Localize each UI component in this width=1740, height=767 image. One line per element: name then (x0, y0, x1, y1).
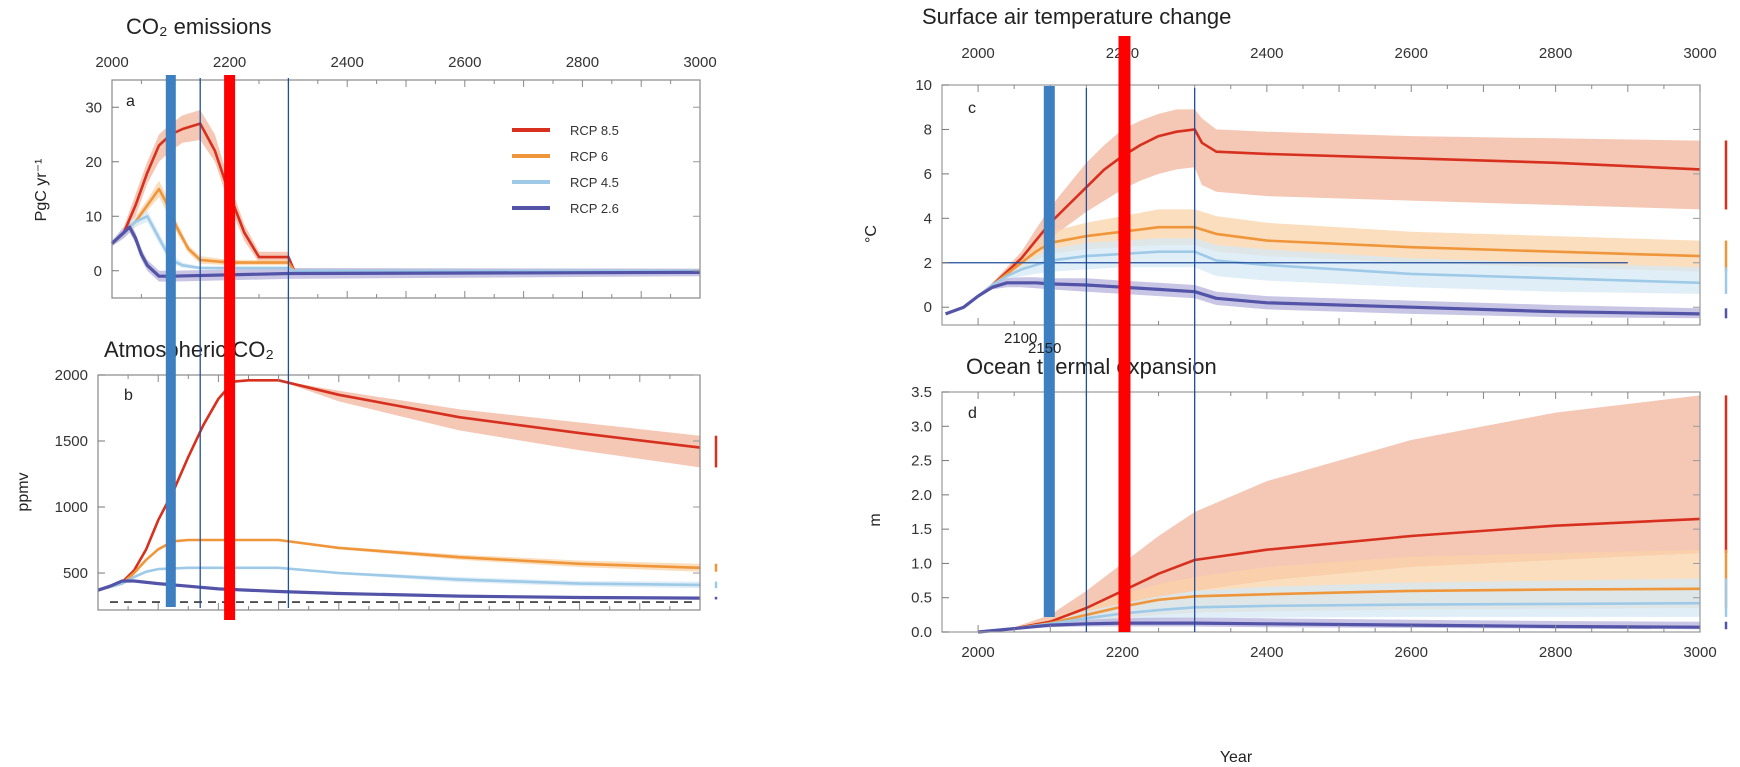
panel-d-xlabel: Year (1220, 749, 1253, 766)
panel-d-lines (977, 517, 1701, 634)
panel-c-ytick-label: 0 (924, 299, 932, 316)
panel-b-line-rcp85 (97, 379, 701, 592)
xtick-label-2000: 2000 (961, 644, 994, 661)
panel-d-ytick-label: 3.5 (911, 384, 932, 401)
xtick-label-2000: 2000 (961, 45, 994, 62)
panel-c-ytick-label: 10 (915, 77, 932, 94)
panel-b-ytick-label: 500 (63, 565, 88, 582)
panel-b-ytick-label: 1000 (55, 499, 88, 516)
panel-a-ytick-label: 10 (85, 208, 102, 225)
panel-d-ylabel: m (867, 513, 884, 526)
xtick-label-3000: 3000 (1683, 45, 1716, 62)
panel-c-label: c (968, 100, 976, 117)
panel-b-ylabel: ppmv (15, 472, 32, 511)
panel-d-ocean-expansion: Ocean thermal expansion 0.0 0.5 1.0 1.5 2.0 2… (867, 354, 1728, 766)
panel-c-temperature: Surface air temperature change 0 2 4 6 8 10 20… (863, 4, 1728, 326)
panel-a-ticks: 0 10 20 30 2000 2200 2400 2600 2800 3000 (85, 54, 717, 298)
legend-label-rcp45: RCP 4.5 (570, 175, 619, 190)
panel-b-line-rcp45 (97, 566, 701, 592)
panel-d-title: Ocean thermal expansion (966, 354, 1217, 379)
panel-a-ytick-label: 20 (85, 154, 102, 171)
xtick-label-2600: 2600 (1395, 45, 1428, 62)
panel-c-ytick-label: 6 (924, 166, 932, 183)
xtick-label-2800: 2800 (1539, 644, 1572, 661)
xtick-label-2400: 2400 (331, 54, 364, 71)
panel-c-title: Surface air temperature change (922, 4, 1231, 29)
panel-c-ytick-label: 8 (924, 121, 932, 138)
marker-2100-right (1043, 86, 1055, 617)
panel-c-ytick-label: 4 (924, 210, 932, 227)
panel-b-atmospheric-co2: Atmospheric CO₂ 500 1000 1500 2000 b ppmv (15, 337, 718, 611)
panel-d-label: d (968, 405, 977, 422)
panel-d-ytick-label: 2.5 (911, 453, 932, 470)
year-markers: 2100 2150 (165, 36, 1196, 632)
panel-d-ytick-label: 1.0 (911, 555, 932, 572)
panel-b-band-rcp45 (98, 567, 700, 591)
annotation-2150: 2150 (1028, 340, 1061, 357)
xtick-label-2000: 2000 (95, 54, 128, 71)
panel-a-line-rcp85 (111, 122, 700, 273)
panel-c-band-rcp6 (945, 209, 1700, 314)
panel-b-label: b (124, 387, 133, 404)
xtick-label-2200: 2200 (1106, 644, 1139, 661)
panel-b-ytick-label: 2000 (55, 367, 88, 384)
panel-a-title: CO₂ emissions (126, 14, 271, 39)
panel-d-ytick-label: 1.5 (911, 521, 932, 538)
panel-d-frame (941, 391, 1701, 633)
panel-d-line-rcp26 (977, 621, 1701, 634)
panel-a-label: a (126, 93, 135, 110)
panel-c-ylabel: °C (863, 225, 880, 243)
annotation-2100: 2100 (1004, 330, 1037, 347)
panel-a-emissions: CO₂ emissions 0 10 20 30 2000 2200 2400 2600 280… (33, 14, 717, 299)
xtick-label-2400: 2400 (1250, 45, 1283, 62)
marker-2100-left (165, 75, 176, 607)
panel-b-line-rcp6 (97, 538, 701, 592)
panel-b-ticks: 500 1000 1500 2000 (55, 367, 701, 610)
panel-c-band-rcp45 (945, 238, 1700, 314)
xtick-label-2800: 2800 (566, 54, 599, 71)
legend-label-rcp85: RCP 8.5 (570, 123, 619, 138)
legend-entry-rcp85: RCP 8.5 (512, 123, 619, 138)
panel-d-ytick-label: 0.5 (911, 590, 932, 607)
legend-entry-rcp26: RCP 2.6 (512, 201, 619, 216)
legend-label-rcp6: RCP 6 (570, 149, 608, 164)
legend-entry-rcp6: RCP 6 (512, 149, 608, 164)
panel-b-line-rcp26 (97, 579, 701, 600)
panel-d-ytick-label: 3.0 (911, 418, 932, 435)
panel-a-ytick-label: 30 (85, 99, 102, 116)
panel-d-ytick-label: 2.0 (911, 487, 932, 504)
xtick-label-2600: 2600 (1395, 644, 1428, 661)
panel-d-ytick-label: 0.0 (911, 624, 932, 641)
legend: RCP 8.5 RCP 6 RCP 4.5 RCP 2.6 (512, 123, 619, 216)
panel-c-frame (941, 84, 1701, 326)
xtick-label-3000: 3000 (1683, 644, 1716, 661)
panel-a-ytick-label: 0 (94, 263, 102, 280)
xtick-label-2200: 2200 (213, 54, 246, 71)
xtick-label-2800: 2800 (1539, 45, 1572, 62)
panel-b-lines (97, 379, 701, 600)
legend-label-rcp26: RCP 2.6 (570, 201, 619, 216)
panel-b-title: Atmospheric CO₂ (104, 337, 274, 362)
panel-d-ticks: 0.0 0.5 1.0 1.5 2.0 2.5 3.0 3.5 2000 2200 2400 2600… (911, 384, 1717, 661)
xtick-label-2400: 2400 (1250, 644, 1283, 661)
panel-b-ytick-label: 1500 (55, 433, 88, 450)
marker-2200-right (1118, 36, 1131, 632)
legend-entry-rcp45: RCP 4.5 (512, 175, 619, 190)
panel-c-ytick-label: 2 (924, 255, 932, 272)
xtick-label-3000: 3000 (683, 54, 716, 71)
marker-2200-left (224, 75, 236, 620)
panel-a-line-rcp26 (110, 225, 701, 278)
panel-a-ylabel: PgC yr⁻¹ (33, 159, 50, 222)
panel-b-band-rcp85 (98, 380, 700, 591)
xtick-label-2600: 2600 (448, 54, 481, 71)
